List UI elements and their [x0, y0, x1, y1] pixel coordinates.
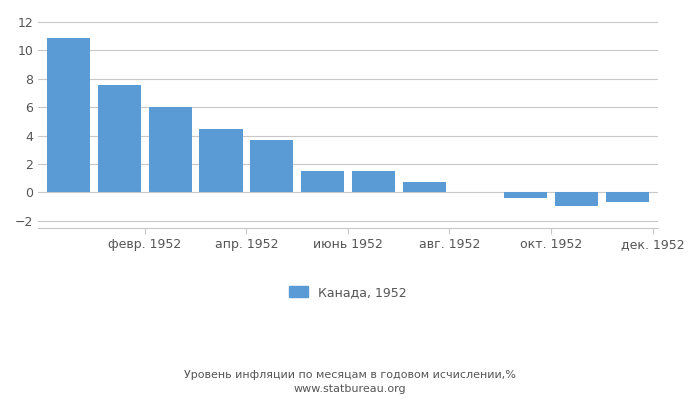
Bar — [555, 192, 598, 206]
Text: Уровень инфляции по месяцам в годовом исчислении,%: Уровень инфляции по месяцам в годовом ис… — [184, 370, 516, 380]
Bar — [301, 171, 344, 192]
Bar — [148, 107, 192, 192]
Bar — [606, 192, 649, 202]
Bar — [351, 171, 395, 192]
Bar — [199, 129, 243, 192]
Legend: Канада, 1952: Канада, 1952 — [284, 281, 412, 304]
Bar — [98, 85, 141, 192]
Bar — [402, 182, 446, 192]
Bar — [250, 140, 293, 192]
Text: www.statbureau.org: www.statbureau.org — [294, 384, 406, 394]
Bar — [504, 192, 547, 198]
Bar — [47, 38, 90, 192]
